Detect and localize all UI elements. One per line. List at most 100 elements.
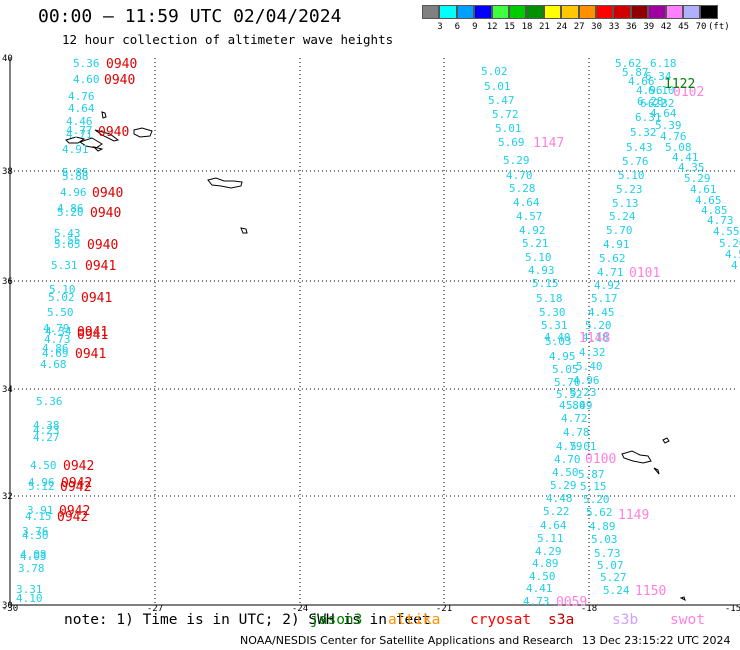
satellite-legend-item: jason3 xyxy=(310,612,363,628)
wave-height-value: 5.02 xyxy=(481,65,508,78)
longitude-tick-label: -24 xyxy=(292,604,308,614)
pass-time-label: 1149 xyxy=(618,508,649,523)
wave-height-value: 5.31 xyxy=(541,319,568,332)
island-selvagens xyxy=(679,596,686,601)
wave-height-value: 5.05 xyxy=(552,363,579,376)
wave-height-value: 4.68 xyxy=(40,358,67,371)
island-sao-miguel xyxy=(207,177,243,189)
wave-height-value: 4.92 xyxy=(594,279,621,292)
wave-height-value: 4.78 xyxy=(563,426,590,439)
wave-height-value: 4.41 xyxy=(672,151,699,164)
colorbar-swatch xyxy=(509,5,527,19)
wave-height-value: 5.01 xyxy=(495,122,522,135)
latitude-tick-label: 36 xyxy=(2,277,13,287)
wave-height-value: 5.65 xyxy=(54,238,81,251)
colorbar-unit-label: (ft) xyxy=(708,22,730,32)
wave-height-value: 5.11 xyxy=(537,532,564,545)
pass-time-label: 0102 xyxy=(673,85,704,100)
wave-height-value: 5.62 xyxy=(615,57,642,70)
latitude-tick-label: 38 xyxy=(2,167,13,177)
wave-height-value: 4.64 xyxy=(650,107,677,120)
pass-time-label: 0940 xyxy=(106,57,137,72)
wave-height-value: 4.76 xyxy=(68,90,95,103)
wave-height-value: 5.03 xyxy=(545,335,572,348)
colorbar-tick-label: 21 xyxy=(538,22,550,32)
wave-height-value: 5.70 xyxy=(554,376,581,389)
wave-height-value: 4.7 xyxy=(731,259,740,272)
wave-height-value: 4.89 xyxy=(589,520,616,533)
wave-height-value: 5.15 xyxy=(580,480,607,493)
wave-height-value: 4.86 xyxy=(42,342,69,355)
wave-height-value: 4.70 xyxy=(554,453,581,466)
wave-height-value: 5.20 xyxy=(719,237,740,250)
wave-height-value: 4.80 xyxy=(559,399,586,412)
wave-height-value: 5.01 xyxy=(484,80,511,93)
pass-time-label: 0100 xyxy=(585,452,616,467)
wave-height-value: 4.27 xyxy=(33,431,60,444)
island-desertas xyxy=(653,467,660,475)
wave-height-value: 5.43 xyxy=(626,141,653,154)
wave-height-value: 4.77 xyxy=(66,124,93,137)
wave-height-value: 5.13 xyxy=(612,197,639,210)
wave-height-value: 5.31 xyxy=(51,259,78,272)
wave-height-value: 5.27 xyxy=(600,571,627,584)
colorbar-swatch xyxy=(422,5,440,19)
wave-height-value: 5.01 xyxy=(570,440,597,453)
wave-height-value: 5.40 xyxy=(576,360,603,373)
colorbar-swatch xyxy=(543,5,562,19)
wave-height-value: 4.23 xyxy=(33,424,60,437)
wave-height-value: 4.96 xyxy=(28,476,55,489)
colorbar-tick-label: 24 xyxy=(556,22,568,32)
wave-height-value: 4.18 xyxy=(582,331,609,344)
wave-height-value: 5.49 xyxy=(566,399,593,412)
colorbar-swatch xyxy=(700,5,718,19)
wave-height-value: 3.78 xyxy=(18,562,45,575)
latitude-tick-label: 30 xyxy=(2,601,13,611)
colorbar-swatch xyxy=(526,5,544,19)
colorbar-swatch xyxy=(683,5,701,19)
wave-height-value: 4.93 xyxy=(528,264,555,277)
longitude-tick-label: -15 xyxy=(725,604,740,614)
wave-height-value: 5.30 xyxy=(539,306,566,319)
pass-time-label: 0941 xyxy=(81,291,112,306)
wave-height-value: 4.73 xyxy=(523,595,550,608)
wave-height-value: 4.45 xyxy=(588,306,615,319)
wave-height-value: 6.31 xyxy=(635,111,662,124)
wave-height-value: 5.21 xyxy=(522,237,549,250)
colorbar-swatch xyxy=(474,5,492,19)
island-porto-santo xyxy=(662,437,670,444)
wave-height-value: 5.32 xyxy=(630,126,657,139)
longitude-tick-label: -21 xyxy=(436,604,452,614)
wave-height-value: 5.62 xyxy=(599,252,626,265)
colorbar-tick-label: 9 xyxy=(472,22,478,32)
colorbar-tick-label: 70 xyxy=(695,22,707,32)
colorbar-tick-label: 6 xyxy=(454,22,461,32)
pass-time-label: 0941 xyxy=(75,347,106,362)
wave-height-value: 4.96 xyxy=(573,374,600,387)
colorbar-tick-label: 12 xyxy=(486,22,498,32)
azores-islands xyxy=(65,111,686,601)
wave-height-value: 4.35 xyxy=(678,161,705,174)
wave-height-value: 4.73 xyxy=(707,214,734,227)
pass-time-label: 0101 xyxy=(629,266,660,281)
colorbar-tick-label: 33 xyxy=(608,22,620,32)
wave-height-value: 5.29 xyxy=(684,172,711,185)
colorbar-swatch xyxy=(648,5,666,19)
wave-height-value: 5.88 xyxy=(62,170,89,183)
pass-time-label: 0940 xyxy=(104,73,135,88)
wave-height-value: 4.61 xyxy=(690,183,717,196)
wave-height-value: 5.20 xyxy=(585,319,612,332)
wave-height-value: 4.66 xyxy=(628,75,655,88)
colorbar-swatch xyxy=(665,5,683,19)
wave-height-value: 4.08 xyxy=(20,548,47,561)
pass-time-label: 0059 xyxy=(556,595,587,610)
measurement-labels: 5.364.604.764.644.464.774.714.915.855.88… xyxy=(16,57,740,610)
satellite-legend-item: s3a xyxy=(548,612,575,628)
wave-height-value: 4.96 xyxy=(60,186,87,199)
wave-height-value: 5.23 xyxy=(616,183,643,196)
pass-time-label: 0941 xyxy=(85,259,116,274)
wave-height-value: 4.85 xyxy=(701,204,728,217)
wave-height-value: 5.08 xyxy=(665,141,692,154)
wave-height-value: 4.48 xyxy=(546,492,573,505)
